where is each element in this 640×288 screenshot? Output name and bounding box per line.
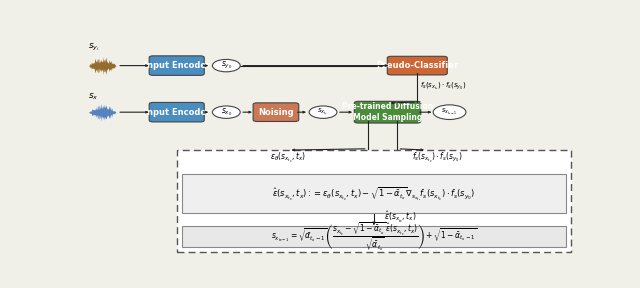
- Text: Pseudo-Classifier: Pseudo-Classifier: [376, 61, 458, 70]
- FancyBboxPatch shape: [177, 150, 571, 252]
- Circle shape: [212, 106, 240, 118]
- Text: $s_{y_0}$: $s_{y_0}$: [221, 60, 232, 71]
- Text: $\epsilon_\theta(s_{x_{t_x}}, t_x)$: $\epsilon_\theta(s_{x_{t_x}}, t_x)$: [270, 151, 307, 165]
- FancyBboxPatch shape: [149, 56, 204, 75]
- Text: $\hat{\epsilon}(s_{x_{t_x}}, t_x)$: $\hat{\epsilon}(s_{x_{t_x}}, t_x)$: [384, 210, 416, 226]
- FancyBboxPatch shape: [182, 226, 566, 247]
- Circle shape: [433, 105, 466, 120]
- Text: $s_{x_{t_x}}$: $s_{x_{t_x}}$: [317, 107, 329, 118]
- Text: $f_s(s_{x_{t_x}}) \cdot f_s(s_{y_0})$: $f_s(s_{x_{t_x}}) \cdot f_s(s_{y_0})$: [412, 151, 463, 165]
- FancyBboxPatch shape: [253, 103, 299, 122]
- FancyBboxPatch shape: [355, 101, 420, 123]
- Text: $s_{y_i}$: $s_{y_i}$: [88, 42, 100, 53]
- Text: $\hat{\epsilon}(s_{x_{t_x}}, t_x) := \epsilon_\theta(s_{x_{t_x}}, t_x) - \sqrt{1: $\hat{\epsilon}(s_{x_{t_x}}, t_x) := \ep…: [272, 185, 476, 202]
- Text: $s_{x_{t_x-1}} = \sqrt{\bar{\alpha}_{t_x-1}}\left(\dfrac{s_{x_{t_x}} - \sqrt{1-\: $s_{x_{t_x-1}} = \sqrt{\bar{\alpha}_{t_x…: [271, 221, 477, 253]
- Text: Pre-trained Diffusion
Model Sampling: Pre-trained Diffusion Model Sampling: [342, 102, 433, 122]
- Circle shape: [309, 106, 337, 118]
- Text: Noising: Noising: [258, 108, 294, 117]
- Text: $s_{x_{t_x-1}}$: $s_{x_{t_x-1}}$: [441, 107, 458, 118]
- FancyBboxPatch shape: [182, 174, 566, 213]
- FancyBboxPatch shape: [149, 103, 204, 122]
- Text: $s_x$: $s_x$: [88, 92, 99, 102]
- Text: $s_{x_0}$: $s_{x_0}$: [221, 106, 232, 118]
- Circle shape: [212, 59, 240, 72]
- Text: $f_s(s_{x_{t_x}}) \cdot f_s(s_{y_0})$: $f_s(s_{x_{t_x}}) \cdot f_s(s_{y_0})$: [420, 80, 467, 92]
- Text: Input Encoder: Input Encoder: [143, 61, 210, 70]
- Text: Input Encoder: Input Encoder: [143, 108, 210, 117]
- FancyBboxPatch shape: [387, 56, 447, 75]
